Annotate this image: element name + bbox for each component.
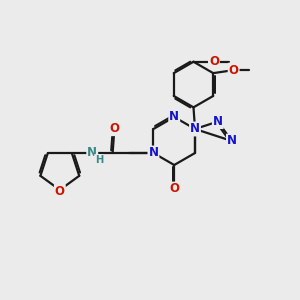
Text: N: N — [87, 146, 97, 160]
Text: N: N — [148, 146, 158, 160]
Text: N: N — [169, 110, 179, 124]
Text: N: N — [190, 122, 200, 136]
Text: N: N — [213, 115, 223, 128]
Text: O: O — [55, 185, 65, 198]
Text: H: H — [95, 154, 103, 165]
Text: N: N — [227, 134, 237, 148]
Text: O: O — [209, 55, 219, 68]
Text: O: O — [109, 122, 119, 135]
Text: O: O — [229, 64, 238, 76]
Text: O: O — [169, 182, 179, 196]
